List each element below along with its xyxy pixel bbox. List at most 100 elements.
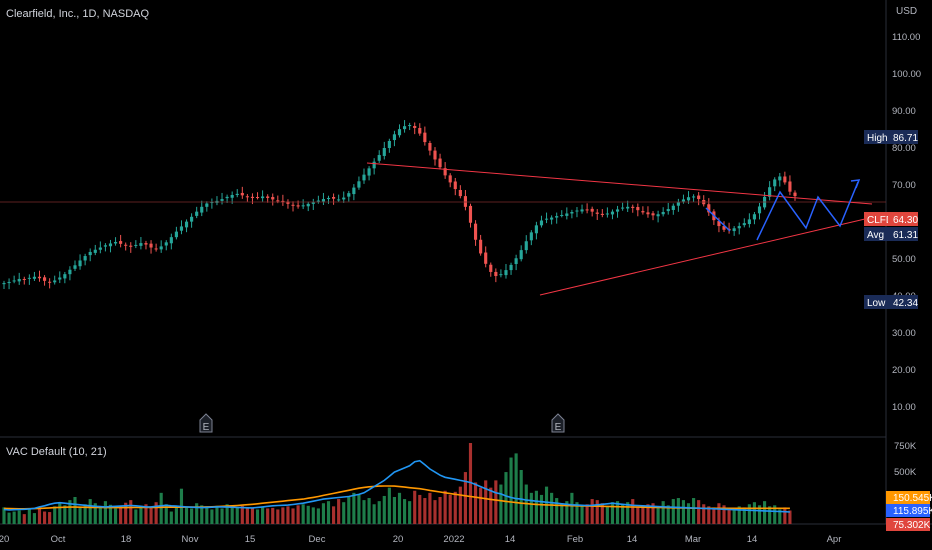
currency-label[interactable]: USD [896,6,918,17]
volume-bar [149,507,153,524]
volume-bar [367,498,371,524]
volume-bar [159,492,163,524]
candle-body [494,271,498,277]
volume-tag-value: 150.545K [893,493,932,504]
candle-body [757,206,762,214]
volume-bar [250,508,255,524]
candle-body [504,270,508,276]
candle-body [261,196,265,199]
chart-grid [0,0,932,525]
candle-body [621,207,625,209]
price-tick-label: 30.00 [892,328,916,339]
candle-body [397,129,402,136]
candle-body [610,211,615,215]
symbol-title[interactable]: Clearfield, Inc., 1D, NASDAQ [6,8,150,20]
drawing-overlay[interactable] [0,162,886,296]
volume-bar [519,470,523,524]
earnings-badge [551,413,565,433]
volume-bar [575,502,579,524]
volume-bar [778,509,782,524]
candle-body [332,197,336,199]
candle-body [550,217,554,220]
volume-bar [337,499,341,524]
volume-bar [387,487,391,524]
clfd-tag-value: 64.30 [893,215,918,226]
time-tick-label: 18 [121,534,132,545]
price-tick-label: 50.00 [892,254,916,265]
projection-arrowhead [850,179,861,189]
volume-bar [514,453,518,524]
volume-bar [296,505,300,524]
candle-body [372,161,376,169]
earnings-marker[interactable]: E [199,413,213,433]
avg-tag: Avg 61.31 [864,227,918,241]
candle-body [220,199,224,201]
volume-bar [286,506,290,524]
candle-body [108,243,113,247]
volume-bar [763,501,767,524]
candle-body [326,197,331,200]
low-tag: Low 42.34 [864,295,918,309]
earnings-marker[interactable]: E [551,413,565,433]
lower-trendline [539,218,866,296]
volume-bar [392,497,397,524]
volume-bar [184,507,189,524]
candle-body [793,192,797,197]
candle-body [271,197,275,200]
candle-body [179,226,184,231]
volume-bar [712,507,716,524]
candle-body [484,252,488,264]
candle-body [73,265,77,269]
time-tick-label: Oct [51,534,66,545]
candle-body [255,197,260,199]
volume-bar [382,495,386,524]
volume-bar [37,508,42,524]
volume-bar [144,504,148,524]
volume-bar [22,514,26,524]
candle-body [565,213,569,216]
candle-body [68,269,72,275]
volume-bar [200,505,204,524]
volume-tick-label: 500K [894,467,917,478]
volume-bar [225,504,229,524]
volume-bar [205,506,209,524]
candle-body [367,168,371,176]
volume-bar [235,507,239,524]
volume-bar [717,503,721,524]
volume-bar [489,487,493,524]
volume-bar [68,500,72,524]
low-tag-value: 42.34 [893,298,918,309]
candle-body [377,155,381,161]
candle-body [7,281,11,284]
volume-bar [692,498,696,524]
volume-bar [666,505,670,524]
volume-bar [347,497,351,524]
volume-bar [494,480,498,524]
price-tick-label: 20.00 [892,365,916,376]
volume-bar [271,507,275,524]
volume-bar [316,508,320,524]
candle-body [124,244,128,246]
candle-body [600,213,604,215]
earnings-label: E [555,422,562,433]
candle-body [144,243,148,245]
volume-bar [134,509,138,524]
candle-body [692,196,696,198]
volume-bar [453,491,457,524]
avg-tag-label-box [864,227,888,241]
volume-indicator-title[interactable]: VAC Default (10, 21) [6,446,107,458]
candle-body [129,245,133,247]
candle-body [656,214,660,217]
volume-bar [621,504,625,524]
volume-bar [78,507,82,524]
volume-bar [32,513,36,524]
clfd-tag-label: CLFD [867,215,893,226]
candle-body [149,243,153,248]
candle-body [321,199,326,202]
candle-body [337,199,341,201]
candle-body [555,216,559,218]
candle-body [463,196,467,207]
volume-bar [560,503,564,524]
